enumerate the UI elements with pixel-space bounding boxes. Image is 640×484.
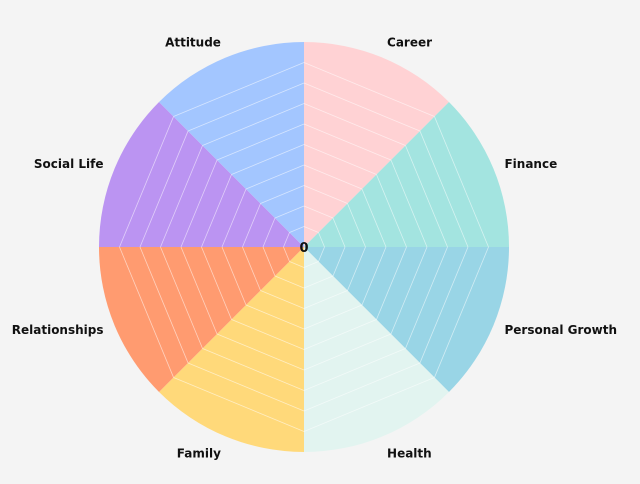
grid-line-personal-growth-5 [376,246,407,320]
grid-line-career-8 [303,82,421,132]
grid-line-finance-8 [419,130,469,248]
grid-line-family-9 [173,377,305,432]
grid-line-relationships-6 [180,246,218,335]
grid-line-finance-3 [347,203,366,248]
grid-line-health-4 [303,304,363,330]
grid-line-attitude-2 [274,205,305,219]
grid-line-career-6 [303,123,392,161]
segment-career[interactable] [304,42,449,247]
grid-line-social-life-4 [221,188,247,248]
grid-line-career-9 [303,62,435,117]
labels-group: Career Finance Personal Growth Health Family… [12,36,617,461]
center-value-label: 0 [299,241,308,256]
grid-line-family-5 [231,319,305,350]
grid-line-personal-growth-7 [405,246,448,349]
label-personal-growth: Personal Growth [504,323,617,337]
grid-line-health-8 [303,362,421,412]
grid-line-relationships-7 [160,246,203,349]
grid-line-social-life-3 [242,203,261,248]
grid-line-social-life-1 [283,232,290,248]
grid-line-relationships-2 [262,246,276,277]
segments-group [99,42,509,452]
grid-line-health-6 [303,333,392,371]
grid-group [119,62,489,432]
grid-line-finance-2 [332,217,346,248]
grid-line-health-1 [303,261,319,268]
grid-line-finance-7 [405,145,448,248]
grid-line-career-2 [303,205,334,219]
grid-line-social-life-6 [180,159,218,248]
segment-attitude[interactable] [159,42,304,247]
label-attitude: Attitude [165,36,221,50]
grid-line-health-7 [303,348,406,391]
segment-health[interactable] [304,247,449,452]
grid-line-social-life-7 [160,145,203,248]
grid-line-attitude-4 [245,164,305,190]
grid-line-health-3 [303,290,348,309]
grid-line-health-5 [303,319,377,350]
grid-line-personal-growth-9 [434,246,489,378]
grid-line-family-7 [202,348,305,391]
grid-line-family-8 [187,362,305,412]
grid-line-relationships-1 [283,246,290,262]
grid-line-attitude-7 [202,103,305,146]
grid-line-relationships-8 [139,246,189,364]
label-social-life: Social Life [34,157,104,171]
grid-line-family-3 [260,290,305,309]
grid-line-relationships-3 [242,246,261,291]
grid-line-finance-1 [318,232,325,248]
grid-line-personal-growth-8 [419,246,469,364]
grid-line-career-7 [303,103,406,146]
grid-line-social-life-9 [119,116,174,248]
label-family: Family [177,446,221,460]
grid-line-social-life-5 [201,174,232,248]
segment-finance[interactable] [304,102,509,247]
grid-line-personal-growth-4 [361,246,387,306]
segment-relationships[interactable] [99,247,304,392]
grid-line-career-4 [303,164,363,190]
grid-line-family-1 [289,261,305,268]
label-health: Health [387,446,432,460]
grid-line-health-9 [303,377,435,432]
grid-line-attitude-8 [187,82,305,132]
grid-line-attitude-6 [216,123,305,161]
grid-line-finance-9 [434,116,489,248]
grid-line-finance-4 [361,188,387,248]
grid-line-attitude-1 [289,226,305,233]
label-career: Career [387,36,432,50]
label-finance: Finance [504,157,557,171]
label-relationships: Relationships [12,323,104,337]
grid-line-career-1 [303,226,319,233]
grid-line-career-5 [303,144,377,175]
grid-line-relationships-4 [221,246,247,306]
segment-personal-growth[interactable] [304,247,509,392]
grid-line-personal-growth-1 [318,246,325,262]
grid-line-family-6 [216,333,305,371]
grid-line-family-2 [274,275,305,289]
grid-line-attitude-5 [231,144,305,175]
grid-line-finance-5 [376,174,407,248]
grid-line-personal-growth-6 [390,246,428,335]
grid-line-finance-6 [390,159,428,248]
grid-line-relationships-5 [201,246,232,320]
grid-line-social-life-8 [139,130,189,248]
grid-line-social-life-2 [262,217,276,248]
grid-line-attitude-3 [260,185,305,204]
grid-line-attitude-9 [173,62,305,117]
grid-line-relationships-9 [119,246,174,378]
grid-line-family-4 [245,304,305,330]
grid-line-health-2 [303,275,334,289]
segment-family[interactable] [159,247,304,452]
grid-line-personal-growth-2 [332,246,346,277]
segment-social-life[interactable] [99,102,304,247]
grid-line-personal-growth-3 [347,246,366,291]
grid-line-career-3 [303,185,348,204]
